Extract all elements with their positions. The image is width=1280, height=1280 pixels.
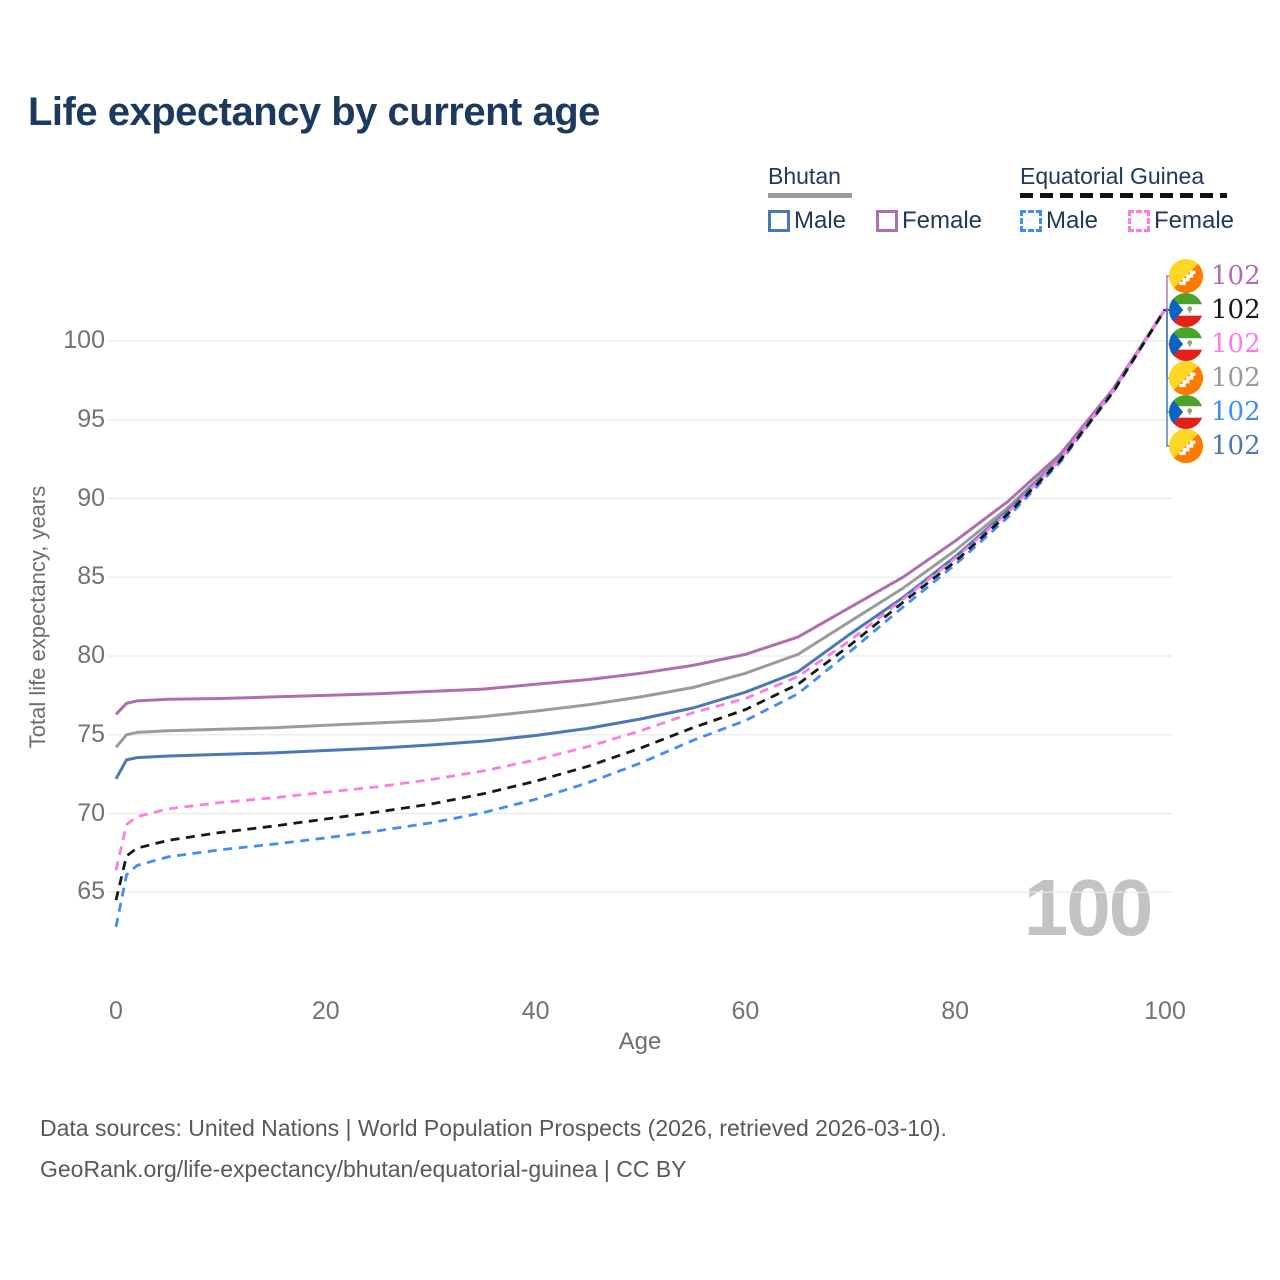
equatorial-guinea-flag-icon [1169, 327, 1203, 361]
equatorial-guinea-female-swatch [1128, 210, 1150, 232]
page-title: Life expectancy by current age [28, 90, 600, 134]
bhutan-flag-icon [1169, 429, 1203, 463]
legend: Bhutan Equatorial Guinea Male Female Mal… [0, 160, 1280, 240]
equatorial-guinea-both-sexes-swatch [1020, 193, 1227, 198]
source-line: Data sources: United Nations | World Pop… [40, 1115, 947, 1141]
end-value: 102 [1211, 329, 1261, 359]
y-tick-label: 85 [77, 562, 105, 591]
legend-label: Female [902, 207, 983, 234]
bhutan-both-sexes-swatch [768, 193, 852, 198]
x-tick-label: 60 [731, 997, 760, 1025]
legend-country-bhutan[interactable]: Bhutan [768, 163, 841, 189]
legend-label: Female [1154, 207, 1235, 234]
y-tick-label: 65 [77, 877, 105, 906]
chart-plot-area[interactable] [0, 0, 1280, 1070]
bhutan-flag-icon [1169, 361, 1203, 395]
legend-item-bhutan-male[interactable]: Male [768, 207, 846, 235]
end-label-equatorial-guinea-male[interactable]: 102 [1169, 395, 1261, 429]
end-label-equatorial-guinea-female[interactable]: 102 [1169, 327, 1261, 361]
legend-label: Male [794, 207, 847, 234]
x-tick-label: 100 [1144, 997, 1186, 1025]
equatorial-guinea-male-swatch [1020, 210, 1042, 232]
legend-country-equatorial-guinea[interactable]: Equatorial Guinea [1020, 163, 1205, 189]
x-tick-label: 80 [941, 997, 970, 1025]
end-value: 102 [1211, 261, 1261, 291]
x-tick-label: 40 [521, 997, 550, 1025]
y-tick-label: 70 [77, 798, 105, 827]
y-tick-label: 95 [77, 404, 105, 433]
end-label-bhutan-female[interactable]: 102 [1169, 259, 1261, 293]
bhutan-male-swatch [768, 210, 790, 232]
legend-item-equatorial-guinea-female[interactable]: Female [1128, 207, 1234, 235]
legend-item-equatorial-guinea-male[interactable]: Male [1020, 207, 1098, 235]
y-tick-label: 75 [77, 719, 105, 748]
bhutan-female-swatch [876, 210, 898, 232]
attribution-line: GeoRank.org/life-expectancy/bhutan/equat… [40, 1156, 687, 1183]
equatorial-guinea-flag-icon [1169, 293, 1203, 327]
x-axis-title: Age [618, 1028, 662, 1055]
equatorial-guinea-flag-icon [1169, 395, 1203, 429]
legend-item-bhutan-female[interactable]: Female [876, 207, 982, 235]
y-tick-label: 100 [63, 326, 105, 354]
x-tick-label: 20 [311, 997, 340, 1025]
end-label-bhutan-male[interactable]: 102 [1169, 429, 1261, 463]
legend-label: Male [1046, 207, 1099, 234]
end-value: 102 [1211, 431, 1261, 461]
bhutan-flag-icon [1169, 259, 1203, 293]
end-value: 102 [1211, 397, 1261, 427]
end-label-equatorial-guinea-both[interactable]: 102 [1169, 293, 1261, 327]
end-label-bhutan-both[interactable]: 102 [1169, 361, 1261, 395]
end-value: 102 [1211, 295, 1261, 325]
y-tick-label: 80 [77, 641, 105, 669]
end-value: 102 [1211, 363, 1261, 393]
data-source-note: Data sources: United Nations | World Pop… [40, 1108, 947, 1191]
age-counter-watermark: 100 [1023, 863, 1153, 952]
y-tick-label: 90 [77, 483, 105, 512]
x-tick-label: 0 [109, 997, 123, 1025]
